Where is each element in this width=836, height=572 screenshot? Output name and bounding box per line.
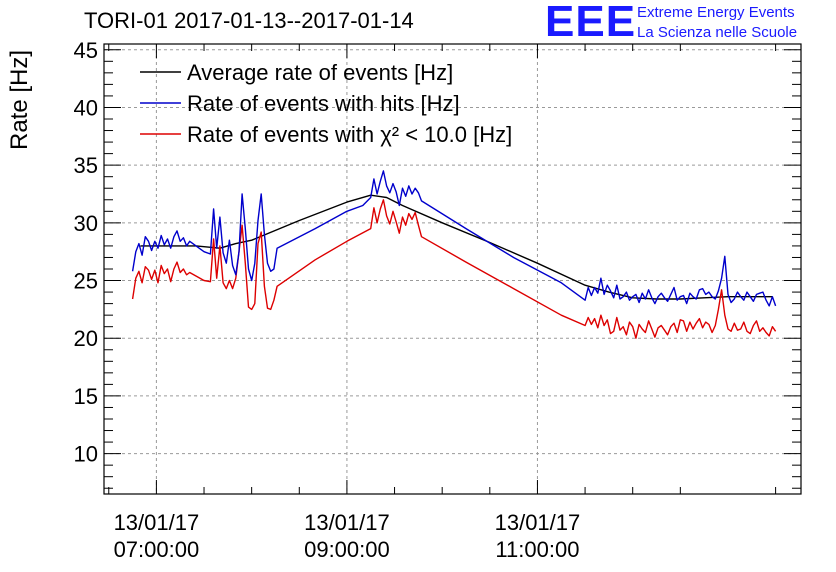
legend: Average rate of events [Hz] Rate of event…: [140, 60, 512, 147]
series-line-3: [131, 199, 777, 339]
y-tick-label: 35: [74, 153, 98, 178]
x-tick-time-label: 07:00:00: [114, 537, 200, 562]
logo-caption-line1: Extreme Energy Events: [637, 4, 795, 21]
series-line-1: [140, 194, 773, 300]
x-tick-date-label: 13/01/17: [114, 510, 200, 535]
y-tick-label: 45: [74, 38, 98, 63]
y-tick-label: 40: [74, 95, 98, 120]
logo-caption-line2: La Scienza nelle Scuole: [637, 24, 798, 41]
series-line-2: [131, 170, 777, 307]
grid-lines: [104, 44, 801, 494]
y-tick-label: 15: [74, 384, 98, 409]
y-tick-label: 20: [74, 326, 98, 351]
y-tick-label: 30: [74, 211, 98, 236]
axis-ticks: 101520253035404513/01/1707:00:0013/01/17…: [74, 38, 801, 562]
legend-label: Rate of events with χ² < 10.0 [Hz]: [187, 122, 512, 147]
chart-title: TORI-01 2017-01-13--2017-01-14: [84, 8, 414, 33]
series-layer: [131, 170, 777, 339]
y-tick-label: 25: [74, 269, 98, 294]
legend-label: Rate of events with hits [Hz]: [187, 91, 460, 116]
x-tick-time-label: 09:00:00: [304, 537, 390, 562]
x-tick-date-label: 13/01/17: [304, 510, 390, 535]
x-tick-date-label: 13/01/17: [495, 510, 581, 535]
eee-logo-mark: EEE: [545, 0, 637, 46]
legend-label: Average rate of events [Hz]: [187, 60, 453, 85]
eee-logo: EEE Extreme Energy Events La Scienza nel…: [545, 0, 830, 46]
x-tick-time-label: 11:00:00: [495, 537, 579, 562]
y-tick-label: 10: [74, 442, 98, 467]
